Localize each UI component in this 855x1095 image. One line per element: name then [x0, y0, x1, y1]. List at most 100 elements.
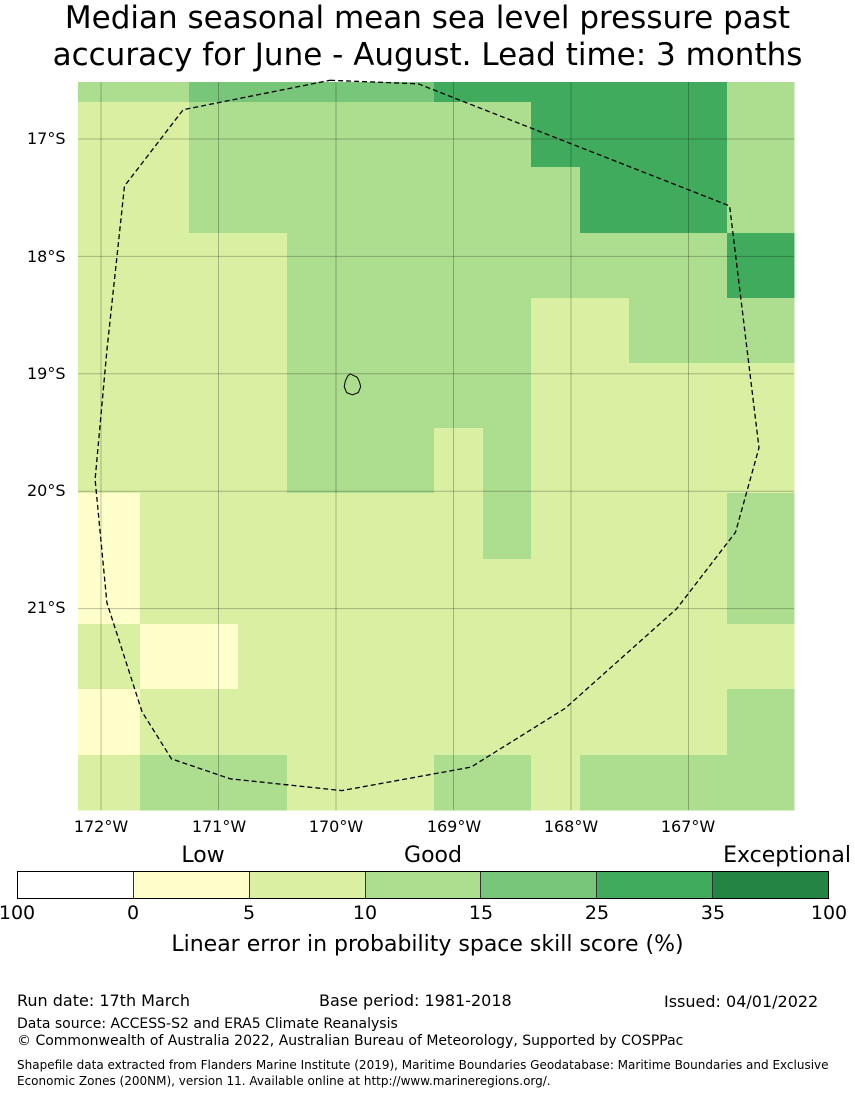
grid-cell	[238, 139, 288, 168]
grid-cell	[140, 624, 190, 690]
grid-cell	[336, 82, 435, 103]
grid-cell	[238, 689, 288, 756]
grid-cell	[580, 624, 630, 690]
colorbar-tick: 35	[700, 902, 726, 924]
grid-cell	[189, 755, 239, 811]
grid-cell	[238, 82, 288, 103]
colorbar-segment	[365, 872, 482, 898]
grid-cell	[78, 139, 141, 168]
grid-cell	[140, 139, 190, 168]
grid-cell	[140, 559, 190, 625]
grid-cell	[629, 559, 728, 625]
grid-cell	[78, 428, 141, 494]
grid-cell	[434, 167, 484, 234]
grid-cell	[727, 298, 795, 364]
grid-cell	[78, 167, 141, 234]
grid-cell	[238, 363, 288, 429]
grid-cell	[140, 689, 190, 756]
grid-cell	[189, 233, 239, 299]
grid-cell	[238, 298, 288, 364]
grid-cell	[483, 755, 532, 811]
skill-score-map	[78, 79, 795, 811]
grid-cell	[78, 755, 141, 811]
grid-cell	[531, 139, 581, 168]
grid-cell	[531, 624, 581, 690]
lat-label-21s: 21°S	[27, 598, 66, 617]
grid-cell	[78, 102, 141, 140]
lon-label-172w: 172°W	[73, 817, 129, 836]
grid-cell	[140, 82, 190, 103]
grid-cell	[78, 689, 141, 756]
grid-cell	[140, 102, 190, 140]
grid-cell	[483, 428, 532, 494]
grid-cell	[238, 102, 288, 140]
grid-cell	[238, 428, 288, 494]
base-period: Base period: 1981-2018	[319, 991, 512, 1010]
grid-cell	[727, 139, 795, 168]
grid-cell	[629, 233, 728, 299]
grid-cell	[580, 167, 630, 234]
grid-cell	[189, 624, 239, 690]
grid-cell	[434, 298, 484, 364]
grid-cell	[727, 167, 795, 234]
grid-cell	[483, 82, 532, 103]
grid-cell	[287, 82, 337, 103]
grid-cell	[531, 493, 581, 560]
grid-cell	[140, 233, 190, 299]
copyright: © Commonwealth of Australia 2022, Austra…	[17, 1033, 684, 1049]
grid-cell	[189, 689, 239, 756]
legend-category-good: Good	[404, 843, 462, 868]
grid-cell	[336, 493, 435, 560]
grid-cell	[336, 755, 435, 811]
grid-cell	[531, 167, 581, 234]
lon-label-171w: 171°W	[191, 817, 247, 836]
grid-cell	[434, 559, 484, 625]
grid-cell	[336, 559, 435, 625]
grid-cell	[727, 428, 795, 494]
data-source: Data source: ACCESS-S2 and ERA5 Climate …	[17, 1016, 398, 1032]
grid-cell	[434, 233, 484, 299]
grid-cell	[140, 167, 190, 234]
colorbar-segment	[597, 872, 714, 898]
grid-cell	[140, 755, 190, 811]
grid-cell	[434, 139, 484, 168]
grid-cell	[483, 233, 532, 299]
eez-boundary	[94, 79, 760, 792]
grid-cell	[629, 755, 728, 811]
grid-cell	[140, 363, 190, 429]
grid-cell	[629, 624, 728, 690]
grid-cell	[189, 167, 239, 234]
lon-label-167w: 167°W	[660, 817, 716, 836]
grid-cell	[483, 689, 532, 756]
grid-cell	[287, 624, 337, 690]
grid-cell	[434, 363, 484, 429]
grid-cell	[483, 624, 532, 690]
grid-cell	[531, 233, 581, 299]
map-title: Median seasonal mean sea level pressure …	[0, 0, 855, 74]
grid-cell	[189, 82, 239, 103]
colorbar-tick: 5	[242, 902, 256, 924]
grid-cell	[140, 428, 190, 494]
grid-cell	[580, 428, 630, 494]
grid-cell	[78, 559, 141, 625]
grid-cell	[336, 167, 435, 234]
lon-label-170w: 170°W	[308, 817, 364, 836]
lat-label-18s: 18°S	[27, 247, 66, 266]
grid-cell	[336, 139, 435, 168]
grid-cell	[580, 102, 630, 140]
colorbar-tick: 100	[0, 902, 36, 924]
grid-cell	[336, 689, 435, 756]
colorbar-tick: 15	[468, 902, 494, 924]
grid-cell	[629, 363, 728, 429]
colorbar-tick: 100	[810, 902, 848, 924]
grid-cell	[287, 493, 337, 560]
grid-cell	[629, 82, 728, 103]
grid-cell	[483, 298, 532, 364]
colorbar-segment	[133, 872, 250, 898]
grid-cell	[727, 82, 795, 103]
grid-cell	[580, 559, 630, 625]
grid-cell	[531, 82, 581, 103]
grid-cell	[189, 363, 239, 429]
grid-cell	[287, 428, 337, 494]
grid-cell	[189, 559, 239, 625]
